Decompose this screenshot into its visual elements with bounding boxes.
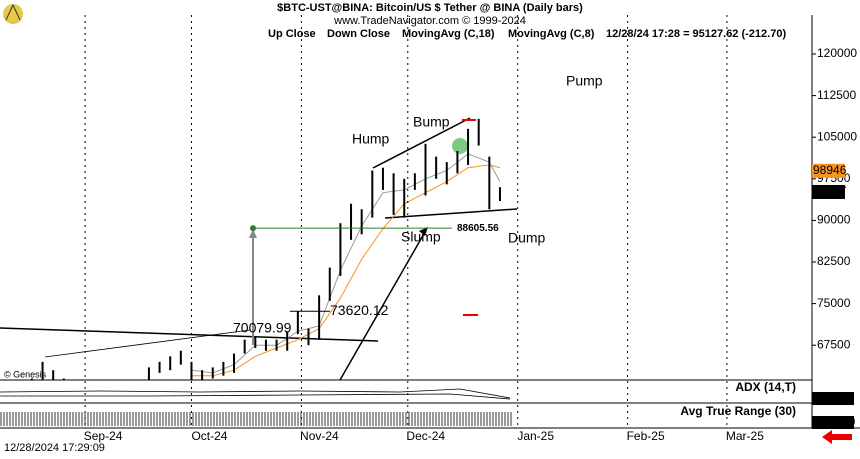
indicator-name: Avg True Range (30) (680, 404, 796, 418)
x-tick-label: Oct-24 (191, 429, 227, 443)
plot (30, 118, 501, 380)
legend-entry: Down Close (327, 28, 390, 40)
annotation: Hump (352, 131, 390, 147)
y-tick-label: 82500 (817, 254, 851, 268)
legend-entry: MovingAvg (C,8) (508, 28, 595, 40)
indicator-value: 4106.19 (812, 415, 856, 429)
indicator-tag (812, 416, 854, 429)
x-tick-label: Mar-25 (726, 429, 764, 443)
status-text: 12/28/24 17:28 = 95127.62 (-212.70) (606, 28, 786, 40)
x-tick-label: Dec-24 (406, 429, 445, 443)
y-tick-label: 67500 (817, 337, 851, 351)
legend-entry: MovingAvg (C,18) (402, 28, 495, 40)
annotation: Bump (413, 114, 450, 130)
chart-title: $BTC-UST@BINA: Bitcoin/US $ Tether @ BIN… (277, 2, 583, 14)
price-tag-label: 95127 (813, 184, 847, 198)
legend-entry: Up Close (268, 28, 316, 40)
y-tick-label: 90000 (817, 213, 851, 227)
y-tick-label: 120000 (817, 46, 857, 60)
price-tag-label: 98946 (813, 163, 847, 177)
scroll-arrow[interactable] (822, 430, 852, 444)
indicator-name: ADX (14,T) (735, 380, 796, 394)
annotation: Pump (566, 73, 603, 89)
indicator-value: 25.16 (812, 391, 842, 405)
indicator-tag (812, 392, 854, 405)
trendlines (0, 117, 518, 380)
watermark: © Genesis (4, 369, 47, 379)
moving-average-line (191, 164, 501, 377)
y-tick-label: 105000 (817, 129, 857, 143)
level-label: 73620.12 (330, 302, 389, 318)
chart-subtitle: www.TradeNavigator.com © 1999-2024 (333, 15, 526, 27)
timestamp: 12/28/2024 17:29:09 (4, 442, 105, 454)
x-tick-label: Nov-24 (300, 429, 339, 443)
price-tag (812, 184, 845, 199)
y-tick-label: 112500 (817, 88, 856, 102)
level-marker (250, 225, 256, 232)
annotation: Slump (401, 229, 441, 245)
adx-panel (0, 388, 512, 426)
price-tag (812, 163, 845, 178)
y-tick-label: 75000 (817, 296, 851, 310)
logo (3, 3, 23, 24)
level-label: 70079.99 (233, 320, 292, 336)
x-tick-label: Sep-24 (84, 429, 123, 443)
annotation: Dump (508, 230, 546, 246)
x-tick-label: Jan-25 (517, 429, 554, 443)
level-label: 88605.56 (457, 223, 499, 234)
x-tick-label: Feb-25 (627, 429, 665, 443)
